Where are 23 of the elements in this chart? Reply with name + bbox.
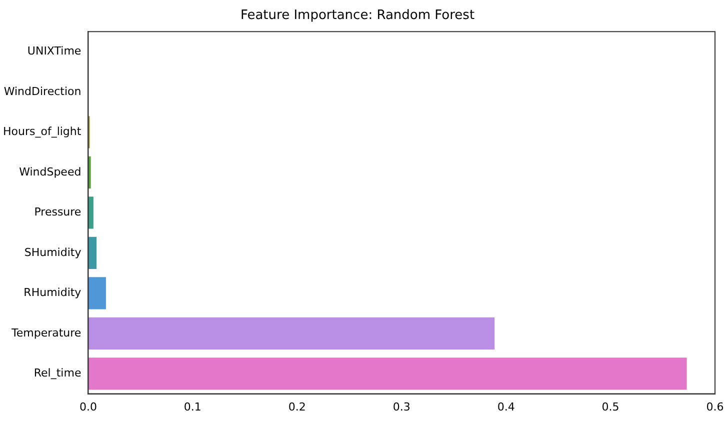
bar	[88, 236, 97, 270]
bar	[88, 156, 91, 189]
x-tick-label: 0.6	[706, 400, 724, 414]
y-tick-label: Pressure	[34, 206, 82, 219]
x-tick-label: 0.3	[392, 400, 410, 414]
y-tick-label: Hours_of_light	[2, 125, 82, 138]
y-tick-label: RHumidity	[24, 286, 82, 300]
bar	[88, 196, 94, 229]
y-tick-label: WindSpeed	[19, 165, 82, 178]
y-tick-label: WindDirection	[4, 84, 82, 98]
bar	[88, 317, 495, 350]
y-tick-label: Rel_time	[34, 366, 82, 380]
bar	[88, 277, 106, 310]
chart-title: Feature Importance: Random Forest	[240, 8, 475, 24]
y-tick-label: Temperature	[10, 326, 82, 340]
x-tick-label: 0.2	[288, 400, 306, 414]
x-tick-label: 0.1	[184, 400, 202, 414]
y-tick-label: UNIXTime	[27, 44, 82, 58]
y-tick-label: SHumidity	[24, 246, 82, 259]
x-tick-label: 0.4	[497, 400, 515, 414]
bar	[88, 358, 687, 390]
x-tick-label: 0.0	[79, 400, 97, 414]
x-tick-label: 0.5	[602, 400, 620, 414]
